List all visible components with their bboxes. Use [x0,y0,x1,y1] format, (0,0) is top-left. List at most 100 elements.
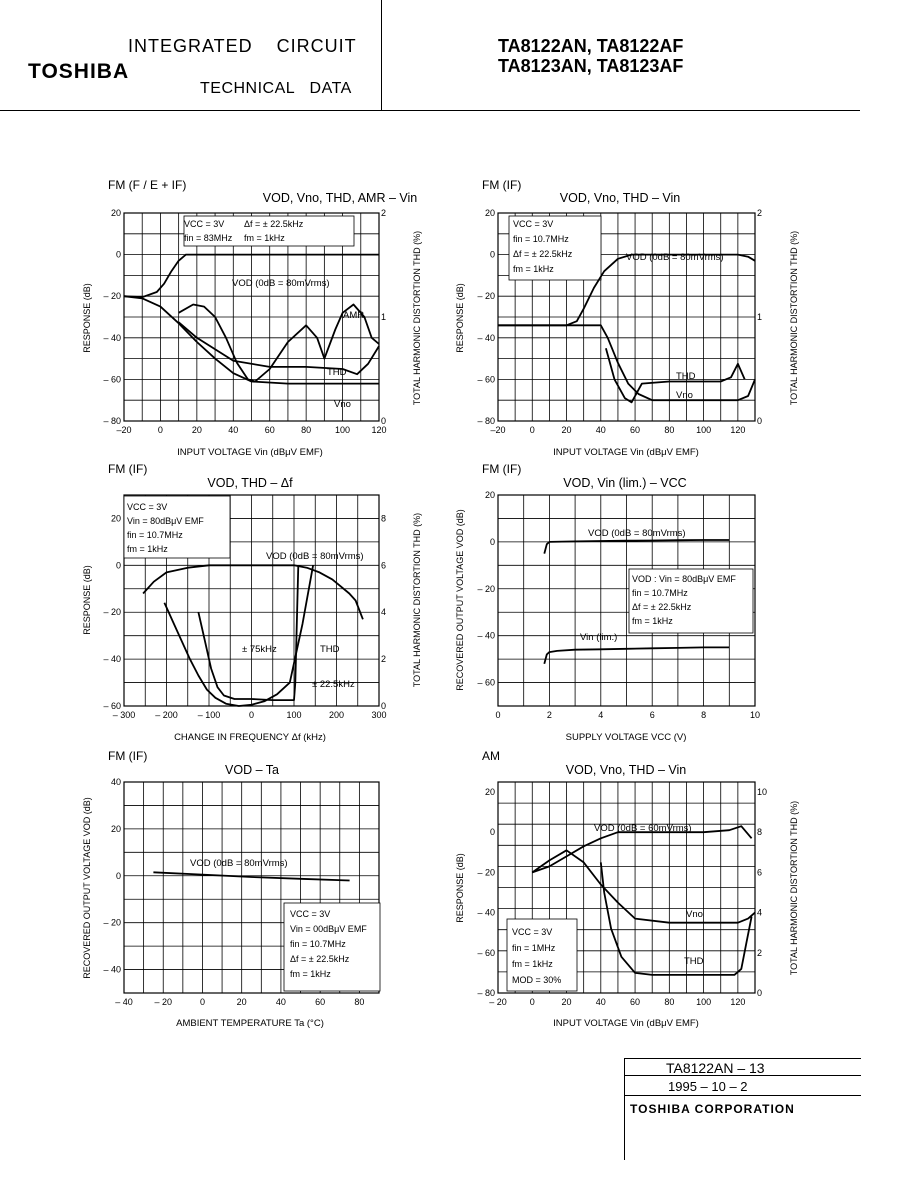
series-line-vno [531,849,756,924]
footer-rule-3 [625,1095,861,1096]
series-line-thd [605,347,746,404]
series-label: THD [676,371,696,382]
x-axis-title: INPUT VOLTAGE Vin (dBμV EMF) [553,1018,699,1029]
x-tick-label: 0 [158,425,163,435]
header-title-technical-data: TECHNICAL DATA [200,80,352,97]
x-tick-label: 0 [495,710,500,720]
x-tick-label: 80 [354,997,364,1007]
condition-text: VOD : Vin = 80dBμV EMF [632,574,736,584]
y-tick-label: 0 [116,250,121,260]
chart-title: VOD, Vno, THD – Vin [560,191,680,205]
y-tick-label: – 40 [477,908,495,918]
series-line-amr [178,303,380,383]
conditions-box [183,215,355,247]
x-tick-label: – 20 [154,997,172,1007]
y-tick-label: 20 [111,513,121,523]
chart-panel-label: FM (F / E + IF) [108,178,186,192]
condition-text: fm = 1kHz [244,233,285,243]
chart-panel-label: FM (IF) [108,749,147,763]
x-tick-label: 8 [701,710,706,720]
x-tick-label: 80 [664,425,674,435]
x-tick-label: 120 [371,425,386,435]
footer-rule-2 [625,1075,861,1076]
x-tick-label: 40 [596,997,606,1007]
y-tick-label: – 40 [103,654,121,664]
x-axis-title: AMBIENT TEMPERATURE Ta (°C) [176,1018,324,1029]
condition-text: fin = 1MHz [512,943,556,953]
x-tick-label: – 40 [115,997,133,1007]
x-tick-label: – 100 [198,710,221,720]
condition-text: fm = 1kHz [127,544,168,554]
condition-text: fin = 10.7MHz [290,939,346,949]
y-axis-title: RESPONSE (dB) [455,283,465,353]
series-label: Vno [686,909,703,920]
condition-text: VCC = 3V [290,909,330,919]
chart-panel-label: FM (IF) [482,178,521,192]
condition-text: fm = 1kHz [290,969,331,979]
header-title-integrated-circuit: INTEGRATED CIRCUIT [128,36,357,56]
series-label: Vin (lim.) [580,632,617,643]
y-tick-label: 20 [111,824,121,834]
chart-annotation: ± 22.5kHz [312,679,355,690]
x-tick-label: – 20 [489,997,507,1007]
y2-axis-title: TOTAL HARMONIC DISTORTION THD (%) [789,801,799,975]
x-tick-label: 40 [276,997,286,1007]
chart-title: VOD, Vin (lim.) – VCC [563,476,686,490]
series-line-vin [543,646,730,665]
y2-tick-label: 2 [757,948,762,958]
x-tick-label: 60 [265,425,275,435]
x-axis-title: CHANGE IN FREQUENCY Δf (kHz) [174,732,326,743]
y-tick-label: – 40 [477,333,495,343]
chart-title: VOD, Vno, THD – Vin [566,763,686,777]
footer-box [624,1058,865,1160]
chart-1: FM (F / E + IF) VOD, Vno, THD, AMR – Vin –… [82,178,422,458]
chart-panel-label: FM (IF) [482,462,521,476]
conditions-box [283,902,381,992]
condition-text: Δf = ± 22.5kHz [632,602,692,612]
y2-tick-label: 0 [757,416,762,426]
condition-text: VCC = 3V [512,927,552,937]
series-line-thd [599,862,753,976]
chart-5: FM (IF) VOD – Ta – 40 – 20 0 20 40 60 80 40 20 0 – 2… [82,749,381,1029]
y2-tick-label: 1 [381,312,386,322]
series-line-vod [543,539,730,554]
y-tick-label: 20 [485,490,495,500]
y2-tick-label: 0 [757,988,762,998]
x-tick-label: 200 [329,710,344,720]
condition-text: VCC = 3V [184,219,224,229]
condition-text: fin = 10.7MHz [513,234,569,244]
y-tick-label: – 20 [103,607,121,617]
plot-frame [497,781,756,994]
y2-tick-label: 1 [757,312,762,322]
y2-axis-title: TOTAL HARMONIC DISTORTION THD (%) [412,231,422,405]
y-tick-label: – 20 [103,291,121,301]
y-tick-label: – 40 [103,333,121,343]
y2-tick-label: 4 [757,908,762,918]
y-axis-title: RESPONSE (dB) [455,853,465,923]
y-axis-title: RECOVERED OUTPUT VOLTAGE VOD (dB) [455,509,465,691]
x-tick-label: 60 [630,425,640,435]
y-tick-label: 20 [485,208,495,218]
y-tick-label: 0 [490,250,495,260]
chart-2: FM (IF)VOD, Vno, THD – Vin–20 0 20 40 60 80 10… [455,178,799,458]
x-tick-label: 10 [750,710,760,720]
y-axis-title: RESPONSE (dB) [82,565,92,635]
series-label: Vno [334,399,351,410]
y-tick-label: – 60 [477,948,495,958]
y2-tick-label: 0 [381,701,386,711]
condition-text: fm = 1kHz [513,264,554,274]
condition-text: fm = 1kHz [512,959,553,969]
chart-3: FM (IF)VOD, THD – Δf– 300– 200– 100 0 100 2… [82,462,422,743]
chart-annotation: ± 75kHz [242,644,277,655]
series-label: VOD (0dB = 80mVrms) [266,551,364,562]
plot-frame [123,781,380,994]
series-line-vod [532,825,753,874]
series-line-vod [142,564,364,620]
x-tick-label: 20 [237,997,247,1007]
footer-doc-id: TA8122AN – 13 [666,1060,765,1076]
x-tick-label: 120 [730,425,745,435]
condition-text: VCC = 3V [513,219,553,229]
part-numbers-line1: TA8122AN, TA8122AF [498,36,684,56]
y-tick-label: – 60 [103,701,121,711]
series-line-vod [123,253,379,299]
